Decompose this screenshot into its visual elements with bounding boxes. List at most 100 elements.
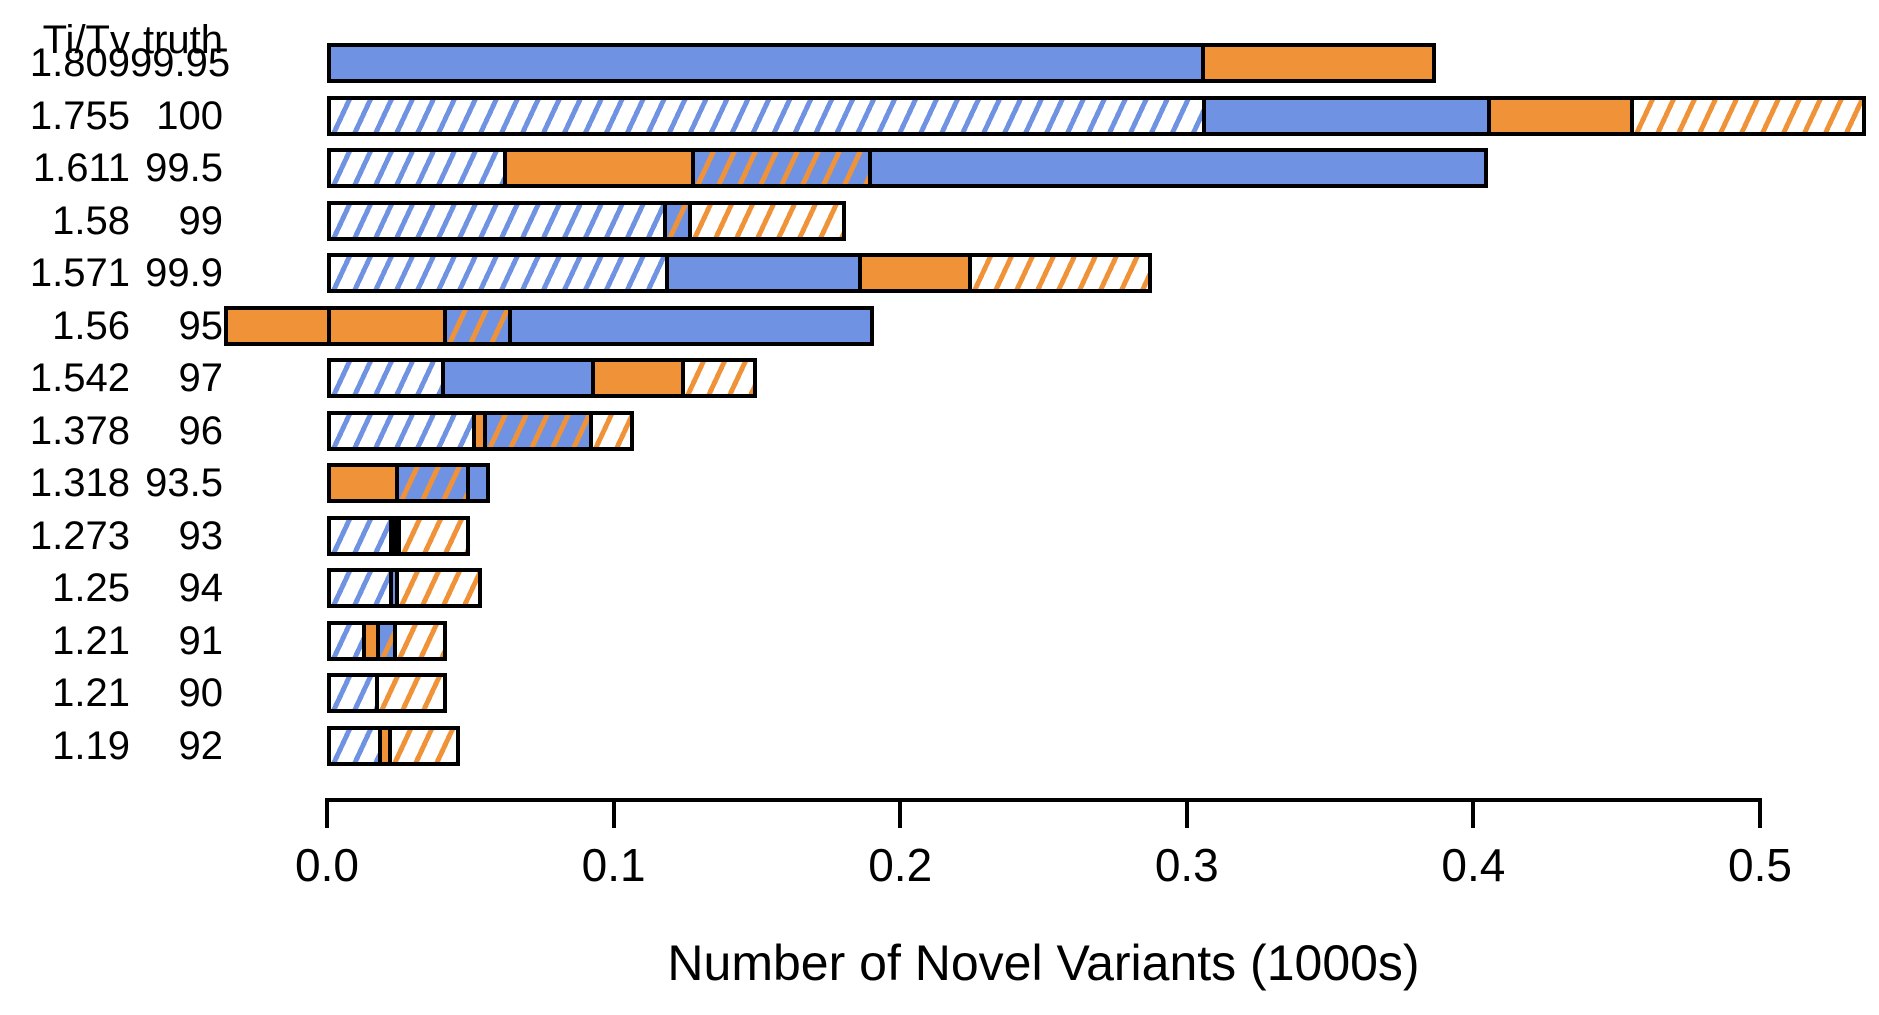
tranche-bar: [223, 305, 875, 346]
header-titv: Ti/Tv: [42, 18, 130, 62]
row-label-titv: 1.318: [29, 461, 130, 505]
tranche-bar: [327, 725, 461, 766]
row-label-truth: 96: [178, 408, 224, 453]
bar-segment-orange-hatch: [972, 257, 1149, 289]
bar-segment-overlap: [666, 204, 693, 237]
bar-segment-orange-solid: [507, 152, 696, 184]
row-label-truth: 97: [178, 356, 224, 400]
header-truth: truth: [142, 18, 223, 62]
x-axis-tick-label: 0.4: [1441, 839, 1506, 891]
bar-segment-overlap: [380, 624, 398, 657]
tranche-bar: [327, 43, 1437, 83]
bar-segment-blue-hatch: [331, 362, 445, 394]
row-label-titv: 1.755: [29, 93, 130, 138]
x-axis-tick-label: 0.2: [868, 839, 933, 891]
bar-segment-blue-solid: [331, 47, 1205, 79]
x-axis-tick: [611, 802, 616, 828]
bar-segment-orange-hatch: [692, 204, 842, 237]
x-axis-title: Number of Novel Variants (1000s): [667, 935, 1420, 991]
bar-segment-orange-hatch: [1633, 99, 1862, 132]
tranche-bar: [327, 95, 1867, 136]
bar-segment-blue-hatch: [331, 624, 366, 657]
bar-segment-blue-hatch: [331, 572, 393, 604]
bar-segment-orange-solid: [227, 309, 448, 342]
x-axis-tick-label: 0.3: [1154, 839, 1219, 891]
tranche-bar: [327, 358, 757, 398]
row-label-titv: 1.542: [29, 356, 130, 400]
bar-segment-orange-hatch: [400, 519, 467, 552]
row-label-truth: 90: [178, 671, 224, 715]
bar-segment-orange-solid: [1491, 99, 1634, 132]
bar-segment-orange-solid: [331, 467, 400, 499]
row-label-titv: 1.21: [52, 618, 130, 663]
row-label-titv: 1.809: [29, 41, 130, 85]
tranche-bar: [327, 568, 482, 608]
bar-segment-overlap: [695, 152, 872, 184]
bar-segment-blue-solid: [1206, 99, 1492, 132]
row-label-titv: 1.378: [29, 408, 130, 453]
x-axis-tick: [1471, 802, 1476, 828]
x-axis-tick: [898, 802, 903, 828]
row-label-titv: 1.273: [29, 513, 130, 558]
x-axis-tick: [1184, 802, 1189, 828]
bar-segment-blue-hatch: [331, 677, 380, 709]
bar-segment-orange-hatch: [397, 624, 444, 657]
row-label-truth: 93.5: [145, 461, 223, 505]
row-label-truth: 91: [178, 618, 224, 663]
bar-segment-blue-hatch: [331, 414, 477, 447]
zero-axis-line: [327, 305, 331, 346]
tranche-bar: [327, 253, 1153, 293]
x-axis-tick-label: 0.5: [1728, 839, 1792, 891]
row-label-titv: 1.58: [52, 198, 130, 243]
row-label-titv: 1.571: [29, 251, 130, 295]
row-label-truth: 93: [178, 513, 224, 558]
bar-segment-orange-solid: [476, 414, 488, 447]
row-label-truth: 95: [178, 303, 224, 348]
x-axis-tick-label: 0.1: [581, 839, 646, 891]
bar-segment-blue-solid: [444, 362, 596, 394]
row-label-truth: 99: [178, 198, 224, 243]
x-axis-line: [325, 798, 1762, 802]
tranche-bar: [327, 620, 448, 661]
tranche-bar: [327, 673, 448, 713]
bar-segment-blue-hatch: [331, 257, 669, 289]
bar-segment-blue-hatch: [331, 152, 508, 184]
row-label-truth: 100: [156, 93, 223, 138]
bar-segment-orange-hatch: [685, 362, 753, 394]
row-label-titv: 1.611: [32, 146, 130, 190]
row-label-titv: 1.25: [52, 566, 130, 610]
x-axis-tick-label: 0.0: [295, 839, 359, 891]
bar-segment-black: [392, 519, 401, 552]
bar-segment-orange-hatch: [593, 414, 630, 447]
bar-segment-overlap: [447, 309, 513, 342]
row-label-truth: 99.5: [145, 146, 223, 190]
tranche-bar: [327, 410, 634, 451]
bar-segment-blue-hatch: [331, 729, 383, 762]
bar-segment-blue-solid: [668, 257, 862, 289]
bar-segment-orange-solid: [1204, 47, 1433, 79]
tranche-bar: [327, 515, 471, 556]
row-label-titv: 1.19: [52, 723, 130, 768]
row-label-truth: 99.95: [130, 41, 231, 85]
row-label-truth: 92: [178, 723, 224, 768]
tranche-bar: [327, 148, 1488, 188]
bar-segment-orange-hatch: [391, 729, 457, 762]
bar-segment-blue-hatch: [331, 204, 667, 237]
x-axis-tick: [1758, 802, 1762, 828]
row-label-truth: 99.9: [145, 251, 223, 295]
tranche-bar: [327, 463, 491, 503]
bar-segment-blue-hatch: [331, 99, 1207, 132]
bar-segment-blue-hatch: [331, 519, 393, 552]
x-axis-tick: [325, 802, 329, 828]
tranche-bar: [327, 200, 846, 241]
row-label-truth: 94: [178, 566, 224, 610]
bar-segment-blue-solid: [512, 309, 871, 342]
bar-segment-overlap: [399, 467, 470, 499]
bar-segment-orange-solid: [365, 624, 381, 657]
bar-segment-orange-hatch: [379, 677, 444, 709]
bar-segment-orange-solid: [595, 362, 686, 394]
row-label-titv: 1.56: [52, 303, 130, 348]
bar-segment-blue-solid: [392, 572, 400, 604]
row-label-titv: 1.21: [52, 671, 130, 715]
